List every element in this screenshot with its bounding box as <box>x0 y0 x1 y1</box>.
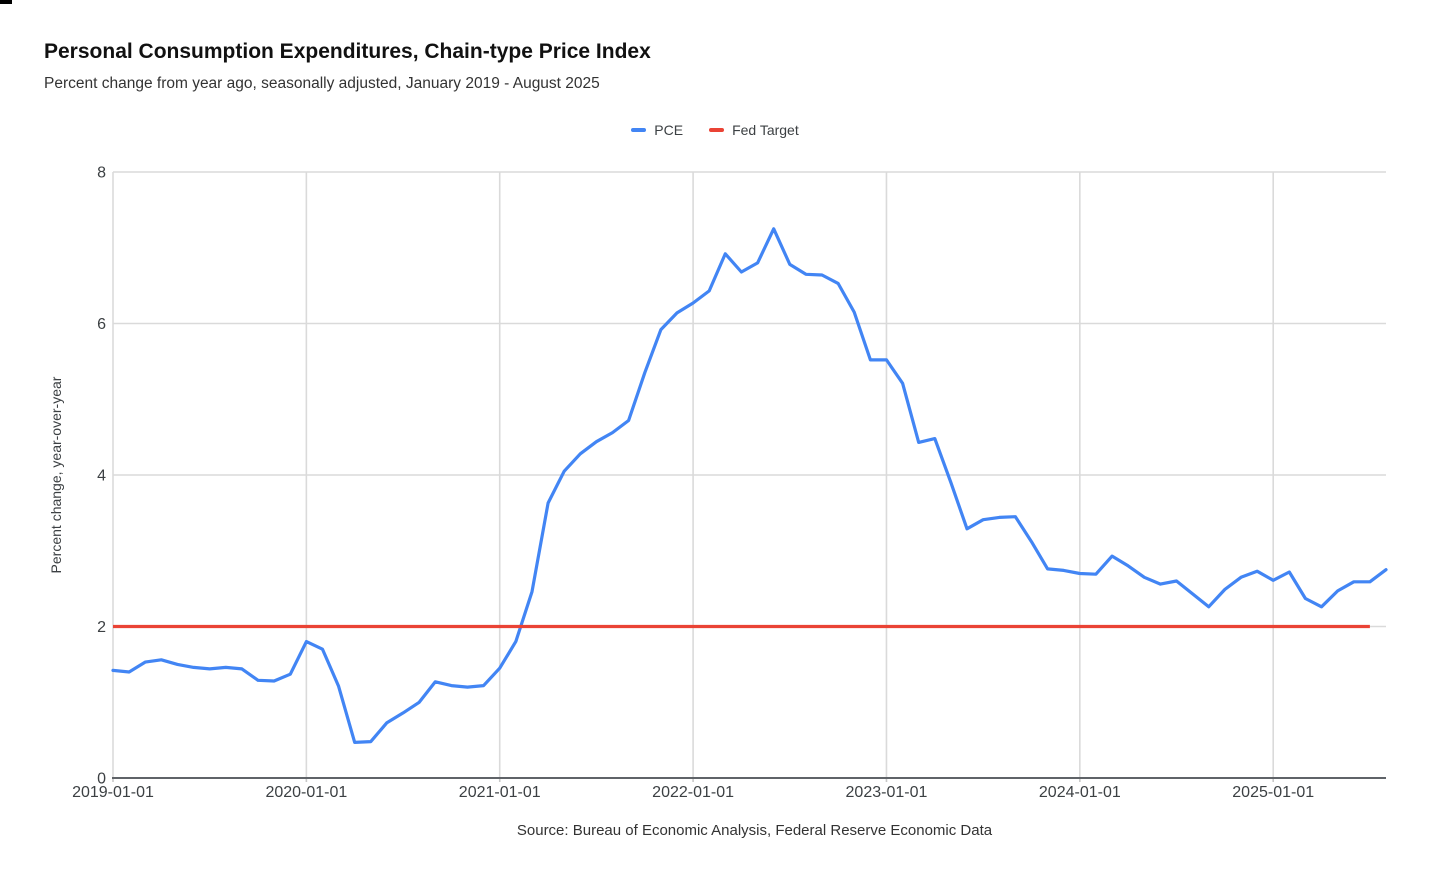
pce-line <box>111 227 1388 745</box>
chart-subtitle: Percent change from year ago, seasonally… <box>44 75 600 92</box>
chart-title: Personal Consumption Expenditures, Chain… <box>44 40 651 63</box>
x-tick-label: 2025-01-01 <box>1232 784 1314 801</box>
legend-item-pce[interactable]: PCE <box>631 122 683 138</box>
legend-label-pce: PCE <box>654 122 684 138</box>
x-tick-label: 2021-01-01 <box>459 784 541 801</box>
y-tick-label: 2 <box>97 619 106 636</box>
legend-label-fed-target: Fed Target <box>732 122 799 138</box>
x-tick-label: 2022-01-01 <box>652 784 734 801</box>
x-tick-label: 2019-01-01 <box>72 784 154 801</box>
y-tick-label: 6 <box>97 316 106 333</box>
x-tick-label: 2020-01-01 <box>265 784 347 801</box>
screen-corner-artifact <box>0 0 12 4</box>
pce-swatch-icon <box>631 127 647 133</box>
legend-item-fed-target[interactable]: Fed Target <box>709 122 799 138</box>
legend: PCE Fed Target <box>0 122 1430 138</box>
x-tick-label: 2024-01-01 <box>1039 784 1121 801</box>
x-tick-label: 2023-01-01 <box>846 784 928 801</box>
source-note: Source: Bureau of Economic Analysis, Fed… <box>516 822 993 839</box>
y-tick-label: 4 <box>97 468 106 485</box>
y-tick-label: 0 <box>97 771 106 788</box>
fed-target-swatch-icon <box>709 127 725 133</box>
y-tick-label: 8 <box>97 165 106 182</box>
